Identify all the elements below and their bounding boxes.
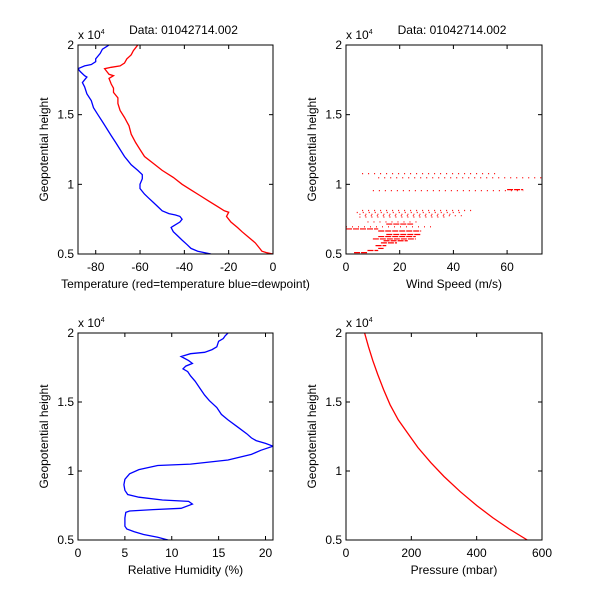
x-tick-label: 200: [401, 546, 421, 560]
plot-area: [363, 333, 528, 540]
y-tick-label: 0.5: [57, 533, 74, 547]
subplot-pressure: 0 200 400 600 0.5 1 1.5 2 x 104 Pressure (mbar) Ge…: [305, 316, 552, 577]
y-tick-label: 2: [335, 38, 342, 52]
x-tick-label: 10: [165, 546, 179, 560]
x-axis-label: Pressure (mbar): [411, 563, 498, 577]
subplot-humidity: 0 5 10 15 20 0.5 1 1.5 2 x 104 Relative Humidity (…: [37, 316, 274, 577]
x-tick-label: 0: [270, 260, 277, 274]
subplot-temperature: -80 -60 -40 -20 0 0.5 1 1.5 2 x 104 Data: 01042714…: [37, 23, 310, 291]
y-multiplier: x 104: [346, 28, 373, 42]
y-tick-label: 2: [335, 326, 342, 340]
y-tick-label: 1: [335, 177, 342, 191]
series-line-temperature: [103, 45, 273, 254]
y-tick-label: 1: [67, 177, 74, 191]
subplot-wind: 0 20 40 60 0.5 1 1.5 2 x 104 Data: 01042714.002 Wi…: [305, 23, 543, 291]
x-tick-label: 600: [532, 546, 552, 560]
y-tick-label: 1: [67, 464, 74, 478]
y-axis-label: Geopotential height: [305, 97, 319, 202]
x-tick-label: 40: [447, 260, 461, 274]
y-tick-label: 0.5: [325, 533, 342, 547]
x-tick-label: 60: [500, 260, 514, 274]
axes-box: [345, 332, 543, 541]
x-axis-label: Wind Speed (m/s): [406, 277, 502, 291]
x-tick-label: -40: [176, 260, 194, 274]
plot-area: [346, 173, 542, 254]
x-tick-label: 5: [122, 546, 129, 560]
x-tick-label: 20: [259, 546, 273, 560]
x-tick-label: -80: [87, 260, 105, 274]
x-tick-label: -20: [220, 260, 238, 274]
axes-box: [77, 44, 274, 255]
x-tick-label: 400: [467, 546, 487, 560]
series-line-relative-humidity: [123, 333, 273, 540]
y-tick-label: 1: [335, 464, 342, 478]
y-tick-label: 1.5: [325, 395, 342, 409]
y-tick-label: 0.5: [57, 247, 74, 261]
y-tick-label: 2: [67, 326, 74, 340]
x-tick-label: 0: [343, 546, 350, 560]
chart-title: Data: 01042714.002: [398, 23, 507, 37]
y-tick-label: 1.5: [57, 108, 74, 122]
y-multiplier-exponent: 4: [101, 317, 105, 324]
series-line-pressure: [363, 333, 528, 540]
x-tick-label: 0: [75, 546, 82, 560]
y-multiplier: x 104: [78, 28, 105, 42]
y-multiplier-exponent: 4: [101, 29, 105, 36]
plot-area: [123, 333, 273, 540]
y-axis-label: Geopotential height: [305, 384, 319, 489]
y-axis-label: Geopotential height: [37, 384, 51, 489]
y-multiplier: x 104: [78, 316, 105, 330]
x-axis-label: Temperature (red=temperature blue=dewpoi…: [61, 277, 310, 291]
y-tick-label: 2: [67, 38, 74, 52]
series-line-dewpoint: [78, 45, 212, 254]
x-tick-label: 15: [212, 546, 226, 560]
axes-box: [77, 332, 274, 541]
y-multiplier: x 104: [346, 316, 373, 330]
plot-area: [78, 45, 273, 254]
y-axis-label: Geopotential height: [37, 97, 51, 202]
y-tick-label: 0.5: [325, 247, 342, 261]
axes-box: [345, 44, 543, 255]
y-tick-label: 1.5: [57, 395, 74, 409]
chart-title: Data: 01042714.002: [129, 23, 238, 37]
y-multiplier-exponent: 4: [369, 317, 373, 324]
x-tick-label: 0: [343, 260, 350, 274]
x-tick-label: 20: [393, 260, 407, 274]
x-axis-label: Relative Humidity (%): [128, 563, 243, 577]
y-tick-label: 1.5: [325, 108, 342, 122]
y-multiplier-exponent: 4: [369, 29, 373, 36]
x-tick-label: -60: [131, 260, 149, 274]
